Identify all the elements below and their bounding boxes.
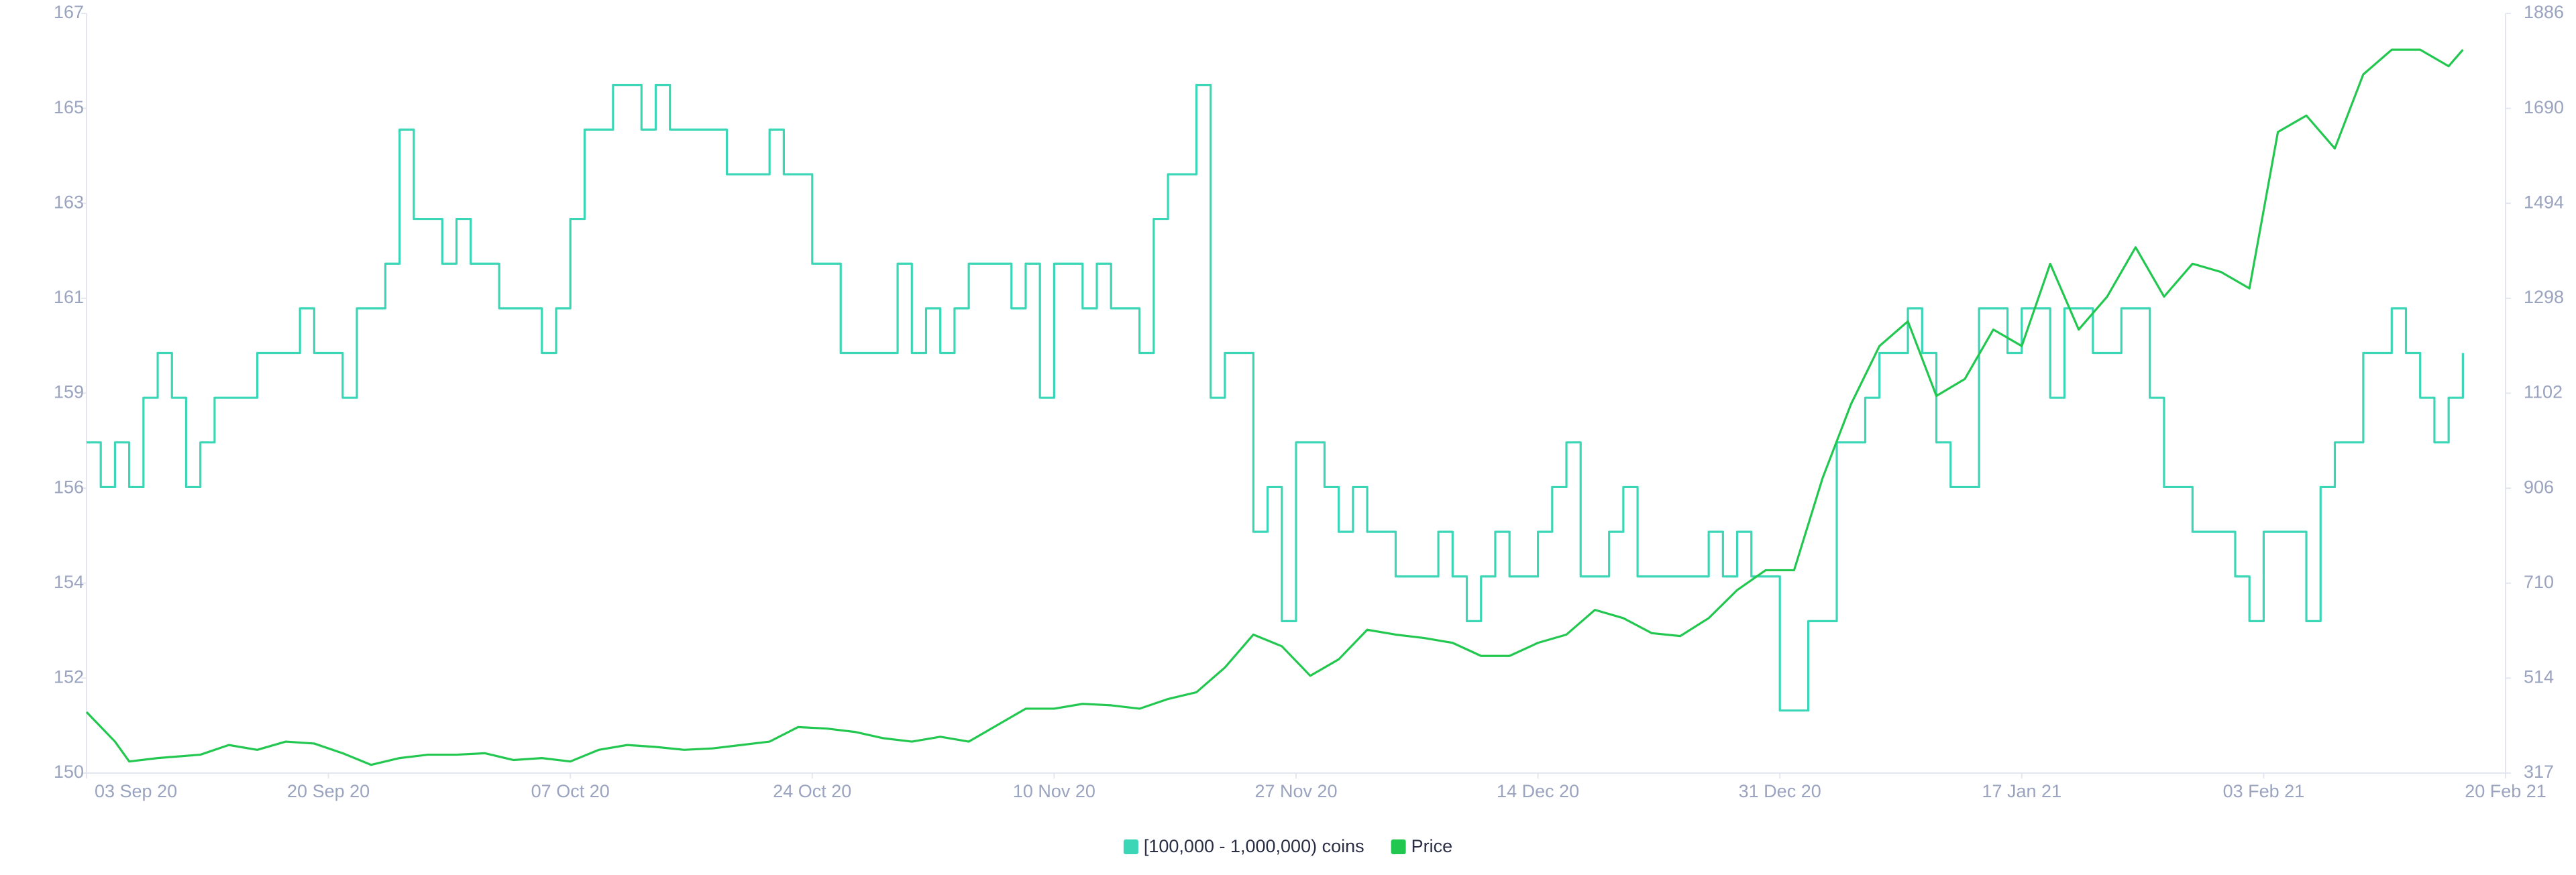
x-tick-label: 20 Feb 21 xyxy=(2465,781,2546,801)
y2-tick-label: 1298 xyxy=(2524,287,2564,307)
legend-item: [100,000 - 1,000,000) coins xyxy=(1123,836,1364,856)
x-tick-label: 20 Sep 20 xyxy=(287,781,370,801)
y-tick-label: 154 xyxy=(54,572,84,592)
legend-swatch xyxy=(1123,839,1138,854)
step-line xyxy=(87,84,2464,712)
x-tick-label: 14 Dec 20 xyxy=(1497,781,1579,801)
x-tick-label: 03 Sep 20 xyxy=(95,781,177,801)
y2-tick-label: 906 xyxy=(2524,477,2554,497)
x-tick-label: 17 Jan 21 xyxy=(1982,781,2061,801)
y2-tick-label: 1494 xyxy=(2524,192,2564,212)
y-tick-label: 163 xyxy=(54,192,84,212)
legend-swatch xyxy=(1391,839,1406,854)
y2-tick-label: 1102 xyxy=(2524,382,2563,402)
x-tick-label: 03 Feb 21 xyxy=(2223,781,2305,801)
legend-label: Price xyxy=(1411,836,1453,856)
x-tick-label: 24 Oct 20 xyxy=(773,781,851,801)
y2-tick-label: 1690 xyxy=(2524,97,2564,117)
legend-item: Price xyxy=(1391,836,1453,856)
y2-tick-label: 1886 xyxy=(2524,2,2564,22)
y-tick-label: 152 xyxy=(54,667,84,687)
y-tick-label: 161 xyxy=(54,287,84,307)
x-tick-label: 27 Nov 20 xyxy=(1254,781,1337,801)
y-tick-label: 156 xyxy=(54,477,84,497)
y2-tick-label: 514 xyxy=(2524,667,2554,687)
x-tick-label: 10 Nov 20 xyxy=(1013,781,1095,801)
y2-tick-label: 317 xyxy=(2524,762,2554,782)
y2-tick-label: 710 xyxy=(2524,572,2554,592)
y-tick-label: 150 xyxy=(54,762,84,782)
y-tick-label: 159 xyxy=(54,382,84,402)
y-tick-label: 167 xyxy=(54,2,84,22)
y-tick-label: 165 xyxy=(54,97,84,117)
legend-label: [100,000 - 1,000,000) coins xyxy=(1144,836,1364,856)
x-tick-label: 31 Dec 20 xyxy=(1739,781,1821,801)
x-tick-label: 07 Oct 20 xyxy=(531,781,610,801)
legend: [100,000 - 1,000,000) coins Price xyxy=(1123,836,1453,856)
price-line xyxy=(85,48,2464,766)
